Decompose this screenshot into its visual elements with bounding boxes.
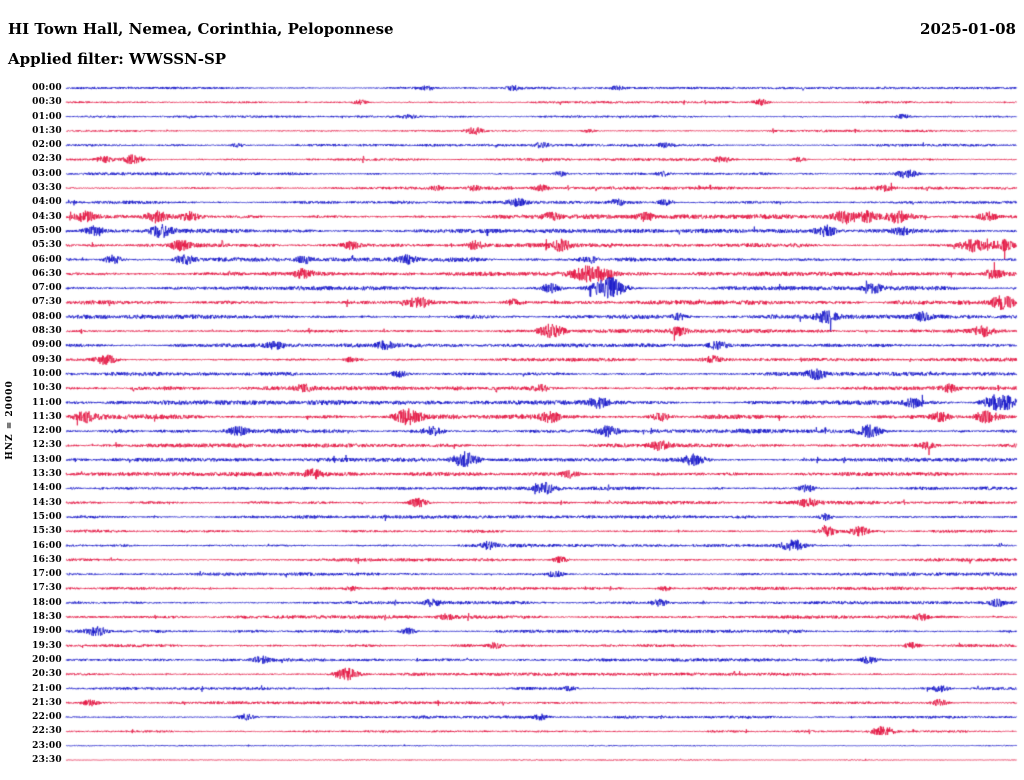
time-label: 17:30 (32, 583, 62, 594)
filter-label: Applied filter: WWSSN-SP (8, 50, 227, 68)
time-label: 12:30 (32, 440, 62, 451)
time-label: 10:30 (32, 383, 62, 394)
time-label: 00:00 (32, 83, 62, 93)
time-label: 19:30 (32, 640, 62, 651)
time-label: 15:00 (32, 511, 62, 522)
time-label: 18:00 (32, 597, 62, 608)
time-label: 21:30 (32, 697, 62, 708)
time-label: 12:00 (32, 426, 62, 437)
time-label: 06:30 (32, 268, 62, 279)
time-label: 00:30 (32, 97, 62, 108)
time-label: 13:00 (32, 454, 62, 465)
amplitude-scale-label: HNZ = 20000 (5, 380, 15, 460)
time-label: 16:00 (32, 540, 62, 551)
time-label: 03:00 (32, 168, 62, 179)
time-label: 05:30 (32, 240, 62, 251)
time-label: 03:30 (32, 183, 62, 194)
time-label: 11:30 (32, 411, 62, 422)
time-label: 14:00 (32, 483, 62, 494)
time-label: 10:00 (32, 368, 62, 379)
time-label: 20:30 (32, 669, 62, 680)
time-label: 02:00 (32, 140, 62, 151)
time-label: 08:00 (32, 311, 62, 322)
time-label: 18:30 (32, 612, 62, 623)
time-label: 01:30 (32, 125, 62, 136)
time-label: 16:30 (32, 554, 62, 565)
time-label: 17:00 (32, 569, 62, 580)
time-label: 21:00 (32, 683, 62, 694)
time-label: 06:00 (32, 254, 62, 265)
page-title: HI Town Hall, Nemea, Corinthia, Peloponn… (8, 20, 394, 38)
time-label: 23:30 (32, 755, 62, 765)
date-label: 2025-01-08 (920, 20, 1016, 38)
time-label: 08:30 (32, 326, 62, 337)
time-label: 02:30 (32, 154, 62, 165)
time-label: 07:00 (32, 283, 62, 294)
time-label: 15:30 (32, 526, 62, 537)
time-label: 04:00 (32, 197, 62, 208)
time-label: 23:00 (32, 740, 62, 751)
time-label: 22:00 (32, 712, 62, 723)
time-label: 05:00 (32, 225, 62, 236)
time-label: 07:30 (32, 297, 62, 308)
time-label: 22:30 (32, 726, 62, 737)
time-label: 13:30 (32, 469, 62, 480)
time-label: 09:30 (32, 354, 62, 365)
time-label: 09:00 (32, 340, 62, 351)
time-label: 14:30 (32, 497, 62, 508)
time-label: 04:30 (32, 211, 62, 222)
time-label: 19:00 (32, 626, 62, 637)
time-label: 11:00 (32, 397, 62, 408)
time-label: 01:00 (32, 111, 62, 122)
time-label: 20:00 (32, 654, 62, 665)
